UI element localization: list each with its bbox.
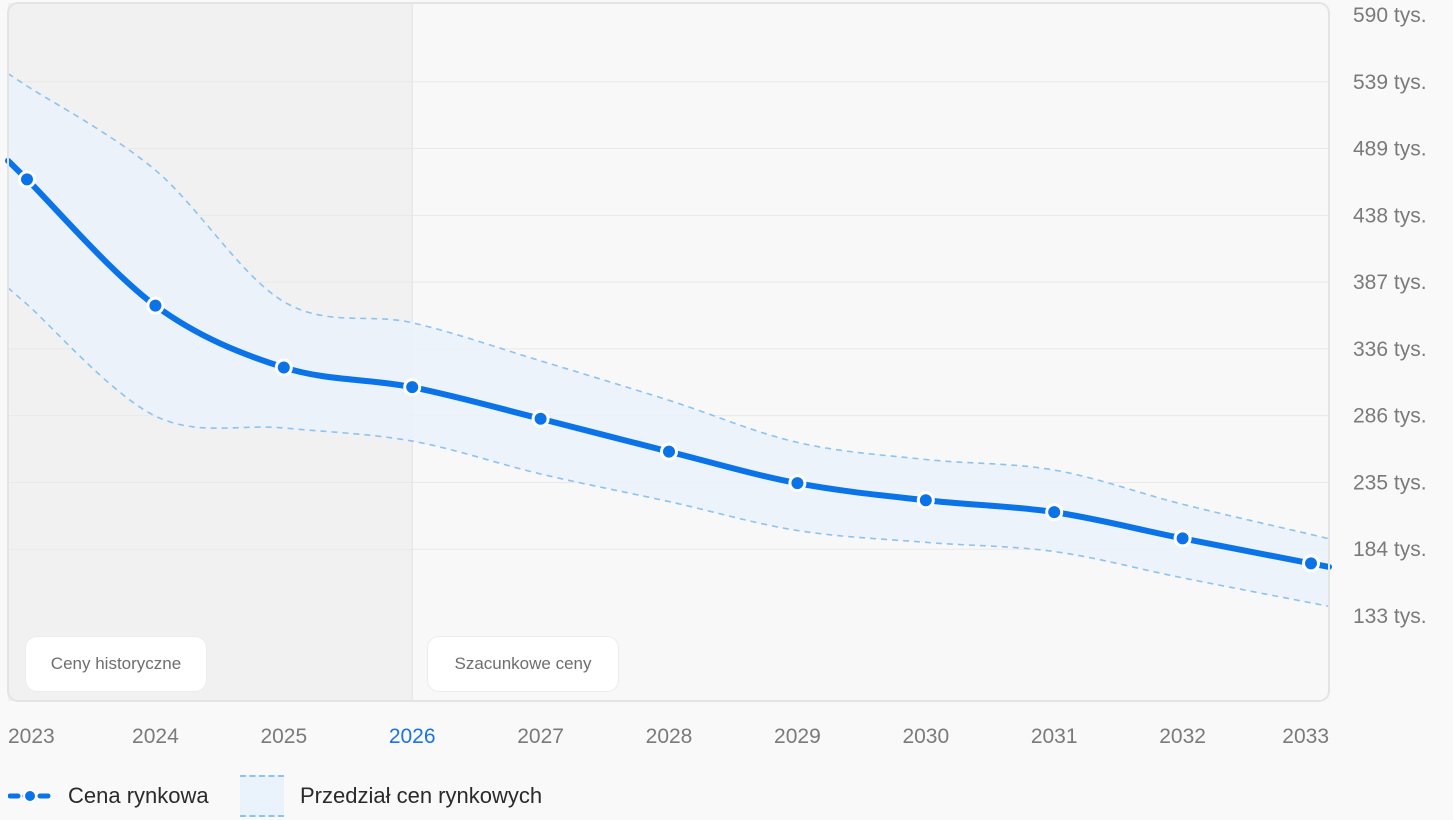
y-tick-label: 286 tys.	[1353, 405, 1427, 428]
y-tick-label: 184 tys.	[1353, 538, 1427, 561]
historical-prices-badge: Ceny historyczne	[25, 636, 207, 692]
x-tick-label: 2032	[1159, 725, 1206, 748]
legend-item-market-price: Cena rynkowa	[8, 772, 209, 820]
price-point[interactable]	[1302, 554, 1320, 573]
price-range-band	[8, 73, 1329, 607]
x-axis-ticks: 2023 2024 2025 2026 2027 2028 2029 2030 2031 2032…	[8, 725, 1329, 748]
price-point[interactable]	[403, 378, 422, 397]
y-tick-label: 438 tys.	[1353, 204, 1427, 227]
y-tick-label: 539 tys.	[1353, 71, 1427, 94]
y-tick-label: 336 tys.	[1353, 338, 1427, 361]
legend-label-price-range: Przedział cen rynkowych	[300, 783, 543, 808]
x-tick-label: 2033	[1282, 725, 1329, 748]
y-tick-label: 235 tys.	[1353, 471, 1427, 494]
x-tick-label: 2026	[389, 725, 436, 748]
y-tick-label: 133 tys.	[1353, 605, 1427, 628]
x-tick-label: 2025	[260, 725, 307, 748]
x-tick-label: 2027	[517, 725, 564, 748]
x-tick-label: 2024	[132, 725, 179, 748]
x-tick-label: 2028	[646, 725, 693, 748]
x-tick-label: 2031	[1031, 725, 1078, 748]
price-point[interactable]	[1045, 503, 1064, 522]
line-marker-icon	[8, 789, 52, 803]
y-tick-label: 489 tys.	[1353, 138, 1427, 161]
price-point[interactable]	[788, 474, 807, 493]
price-range-lower-bound	[7, 287, 1330, 608]
price-point[interactable]	[146, 296, 165, 315]
band-swatch-icon	[240, 775, 284, 817]
legend-item-price-range: Przedział cen rynkowych	[240, 772, 542, 820]
price-point[interactable]	[18, 170, 36, 189]
x-tick-label: 2023	[8, 725, 55, 748]
y-axis-ticks: 590 tys. 539 tys. 489 tys. 438 tys. 387 tys.…	[1353, 4, 1427, 628]
plot-border	[7, 2, 1330, 702]
y-tick-label: 590 tys.	[1353, 4, 1427, 27]
x-tick-label: 2029	[774, 725, 821, 748]
price-point[interactable]	[274, 358, 293, 377]
estimated-prices-badge: Szacunkowe ceny	[427, 636, 619, 692]
y-tick-label: 387 tys.	[1353, 271, 1427, 294]
legend-label-market-price: Cena rynkowa	[68, 783, 209, 808]
price-point[interactable]	[531, 409, 550, 428]
price-point[interactable]	[660, 442, 678, 461]
market-price-points	[18, 170, 1320, 573]
price-point[interactable]	[1173, 529, 1192, 548]
price-range-upper-bound	[7, 72, 1330, 540]
x-tick-label: 2030	[902, 725, 949, 748]
price-point[interactable]	[916, 491, 935, 510]
